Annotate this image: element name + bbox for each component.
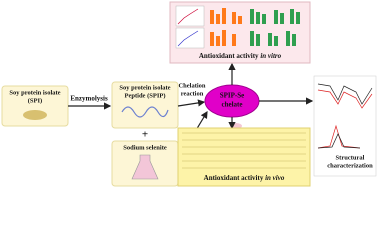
vivo-label-main: Antioxidant activity [204, 174, 264, 182]
vivo-label-italic: in vivo [265, 174, 285, 182]
selenite-label: Sodium selenite [123, 144, 167, 151]
vivo-panel [177, 127, 311, 187]
structure-label: Structural [336, 154, 365, 161]
spi-label: Soy protein isolate [9, 89, 60, 96]
chelate-label: chelate [222, 101, 243, 109]
diagram: Soy protein isolate (SPI) Enzymolysis So… [1, 1, 377, 187]
edge-label: reaction [181, 90, 204, 97]
spi-label: (SPI) [28, 97, 42, 104]
vitro-label: Antioxidant activity in vitro [199, 52, 282, 60]
peptide [121, 106, 169, 118]
edge-label: Enzymolysis [70, 95, 108, 103]
structure-label: characterization [327, 162, 373, 169]
spip-label: Peptide (SPIP) [125, 92, 166, 99]
plus: + [142, 129, 148, 141]
vitro-label-italic: in vitro [260, 52, 281, 60]
table-thumbnail [182, 132, 306, 169]
edge-label: Chelation [178, 82, 205, 89]
vivo-label: Antioxidant activity in vivo [204, 174, 285, 182]
powder [23, 110, 47, 120]
bar-thumbnails [175, 5, 300, 49]
arrow [177, 99, 206, 107]
spectra-thumbnail [317, 83, 373, 149]
chelate-label: SPIP-Se [220, 92, 245, 100]
vitro-label-main: Antioxidant activity [199, 52, 259, 60]
spip-label: Soy protein isolate [119, 84, 170, 91]
flask [131, 154, 159, 180]
